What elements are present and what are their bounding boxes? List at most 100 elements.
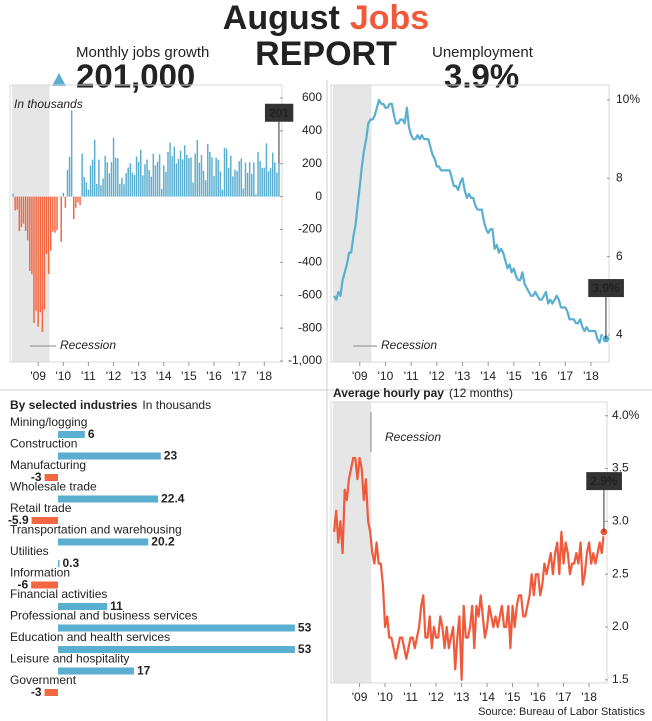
- y-tick-label: 6: [616, 249, 623, 263]
- bar: [240, 158, 242, 197]
- callout-box: [588, 279, 624, 298]
- bar: [89, 165, 92, 197]
- bar: [204, 180, 207, 197]
- bar: [106, 162, 108, 197]
- bar: [22, 196, 25, 224]
- bar: [255, 194, 257, 197]
- source: Source: Bureau of Labor Statistics: [478, 706, 645, 718]
- bar: [125, 173, 127, 197]
- callout-label: 201: [269, 106, 289, 120]
- chart-title: By selected industries In thousands: [10, 398, 211, 412]
- bar: [188, 158, 190, 197]
- bar: [217, 159, 219, 197]
- bar: [232, 176, 234, 197]
- x-tick-label: '12: [106, 369, 122, 383]
- bar: [263, 167, 266, 197]
- bar: [184, 145, 186, 197]
- x-tick-label: '10: [55, 369, 71, 383]
- recession-label: Recession: [381, 338, 437, 352]
- category-label: Construction: [10, 437, 77, 451]
- bar: [31, 196, 33, 275]
- y-tick-label: -400: [298, 255, 322, 269]
- category-label: Information: [10, 566, 70, 580]
- bar: [194, 153, 196, 197]
- bar: [150, 176, 152, 197]
- category-label: Financial activities: [10, 587, 107, 601]
- bar: [192, 182, 194, 197]
- x-tick-label: '16: [206, 369, 222, 383]
- x-tick-label: '15: [181, 369, 197, 383]
- bar: [230, 155, 232, 197]
- bar: [33, 196, 35, 324]
- value-label: 23: [164, 449, 178, 463]
- chart-title: Average hourly pay (12 months): [333, 386, 513, 400]
- bar: [213, 175, 215, 197]
- y-tick-label: 2.0: [612, 619, 629, 633]
- bar: [54, 196, 56, 233]
- title-line2: REPORT: [255, 35, 397, 73]
- bar: [167, 151, 169, 197]
- subtitle-text: (12 months): [449, 386, 513, 400]
- bar: [171, 156, 173, 197]
- bar: [135, 156, 138, 197]
- bar: [43, 196, 46, 310]
- bar: [18, 196, 21, 232]
- bar: [70, 110, 73, 197]
- bar: [12, 193, 14, 197]
- y-tick-label: 4: [616, 327, 623, 341]
- bar: [133, 174, 136, 197]
- unemployment-label: Unemployment: [432, 44, 534, 61]
- y-tick-label: 200: [302, 156, 322, 170]
- bar: [123, 184, 125, 197]
- title-part: Jobs: [350, 0, 429, 37]
- bar: [196, 140, 199, 197]
- bar: [93, 139, 96, 197]
- bar: [248, 162, 251, 197]
- bar: [58, 560, 60, 567]
- bar: [127, 167, 129, 197]
- y-tick-label: 1.5: [612, 672, 629, 686]
- bar: [58, 603, 108, 610]
- bar: [114, 157, 117, 197]
- value-label: 11: [110, 599, 123, 613]
- bar: [181, 159, 184, 197]
- recession-label: Recession: [385, 430, 441, 444]
- bar: [276, 172, 278, 197]
- value-label: 20.2: [151, 535, 175, 549]
- bar: [146, 159, 148, 197]
- category-label: Leisure and hospitality: [10, 652, 129, 666]
- bar: [131, 172, 134, 197]
- y-tick-label: -200: [298, 222, 322, 236]
- y-tick-label: 4.0%: [612, 408, 640, 422]
- bar: [211, 157, 213, 197]
- plot-frame: [9, 84, 283, 363]
- callout-label: 2.9%: [590, 474, 618, 488]
- bar: [198, 162, 201, 197]
- bar: [223, 147, 226, 197]
- value-label: -3: [31, 685, 42, 699]
- x-tick-label: '18: [581, 690, 597, 704]
- bar: [73, 196, 75, 220]
- bar: [37, 196, 39, 327]
- bar: [154, 165, 157, 197]
- bar: [79, 196, 81, 206]
- value-label: 17: [137, 664, 151, 678]
- bar: [267, 171, 270, 197]
- bar: [236, 171, 238, 197]
- x-tick-label: '17: [557, 369, 573, 383]
- bar: [102, 178, 104, 197]
- bar: [140, 149, 142, 197]
- bar: [160, 188, 163, 197]
- bar: [152, 153, 155, 197]
- bar: [269, 167, 272, 197]
- plot-frame: [330, 84, 610, 363]
- bar: [169, 142, 171, 197]
- y-tick-label: -1,000: [288, 353, 322, 367]
- bar: [52, 196, 54, 232]
- bar: [16, 196, 18, 210]
- plot-frame: [330, 401, 608, 684]
- category-label: Wholesale trade: [10, 480, 97, 494]
- y-tick-label: 8: [616, 170, 623, 184]
- bar: [68, 156, 71, 197]
